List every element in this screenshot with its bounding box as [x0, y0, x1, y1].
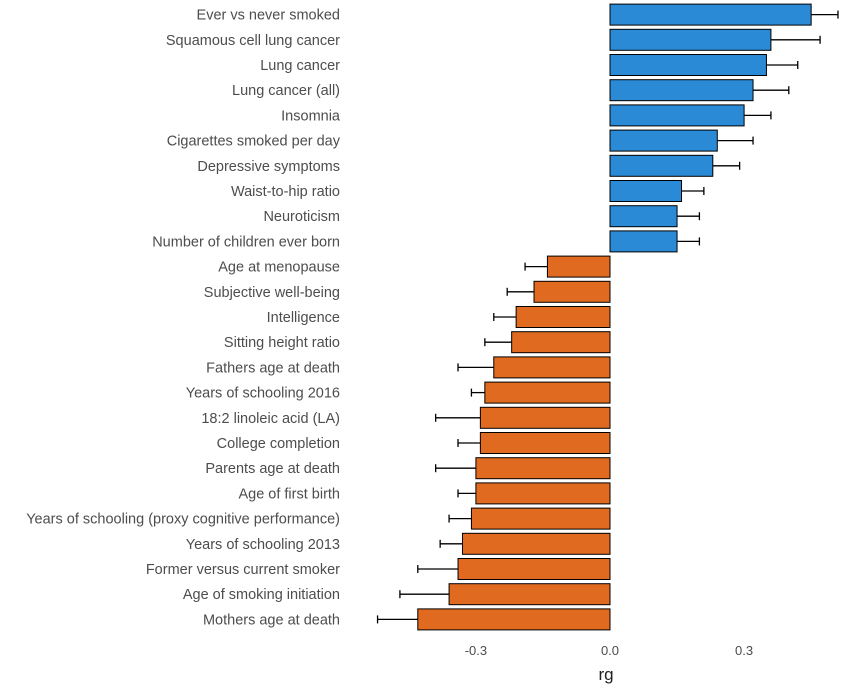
category-label-14: Fathers age at death — [206, 360, 340, 376]
bar-22 — [457, 558, 611, 580]
error-bar-15 — [470, 388, 485, 397]
error-bar-7 — [681, 187, 705, 195]
error-bar-12 — [493, 313, 517, 321]
bar-19 — [475, 482, 611, 505]
error-bar-9 — [677, 237, 701, 246]
error-bar-17 — [457, 439, 481, 447]
error-bar-16 — [435, 413, 481, 422]
error-bar-21 — [439, 539, 463, 548]
category-label-20: Years of schooling (proxy cognitive perf… — [26, 512, 340, 528]
category-label-5: Cigarettes smoked per day — [167, 134, 341, 150]
bar-21 — [461, 532, 611, 555]
bars-layer — [417, 3, 812, 631]
category-label-7: Waist-to-hip ratio — [231, 184, 340, 200]
x-axis-title: rg — [598, 665, 613, 684]
error-bar-24 — [376, 615, 418, 624]
bar-18 — [475, 457, 611, 480]
bar-14 — [493, 356, 611, 379]
error-bar-20 — [448, 514, 472, 523]
error-bar-0 — [811, 10, 839, 19]
category-label-11: Subjective well-being — [204, 285, 340, 301]
x-tick-label-2: 0.3 — [735, 643, 753, 658]
category-label-15: Years of schooling 2016 — [186, 386, 340, 402]
error-bar-10 — [524, 262, 548, 271]
bar-12 — [515, 306, 611, 328]
bar-9 — [609, 230, 678, 253]
category-label-21: Years of schooling 2013 — [186, 537, 340, 553]
error-bars-layer — [376, 10, 839, 624]
bar-4 — [609, 104, 745, 127]
error-bar-22 — [417, 565, 459, 573]
error-bar-11 — [506, 287, 535, 296]
category-label-3: Lung cancer (all) — [232, 83, 340, 99]
x-ticks-layer: -0.3 0.0 0.3 — [465, 643, 753, 658]
error-bar-14 — [457, 363, 494, 372]
error-bar-2 — [766, 61, 799, 69]
bar-15 — [484, 381, 611, 404]
bar-11 — [533, 280, 611, 303]
error-bar-5 — [717, 136, 754, 145]
category-label-8: Neuroticism — [263, 209, 340, 225]
category-label-19: Age of first birth — [238, 486, 340, 502]
bar-6 — [609, 154, 714, 177]
category-label-6: Depressive symptoms — [197, 159, 340, 175]
bar-2 — [609, 54, 767, 76]
error-bar-3 — [753, 86, 790, 95]
error-bar-19 — [457, 489, 476, 498]
bar-7 — [609, 180, 683, 202]
bar-5 — [609, 129, 718, 152]
category-label-23: Age of smoking initiation — [183, 587, 340, 603]
category-label-10: Age at menopause — [218, 260, 340, 276]
x-tick-label-1: 0.0 — [601, 643, 619, 658]
category-label-17: College completion — [217, 436, 340, 452]
error-bar-18 — [435, 464, 476, 473]
category-label-16: 18:2 linoleic acid (LA) — [201, 411, 340, 427]
category-label-2: Lung cancer — [260, 58, 340, 74]
category-label-0: Ever vs never smoked — [197, 8, 340, 24]
bar-24 — [417, 608, 611, 631]
error-bar-23 — [399, 590, 450, 599]
category-label-4: Insomnia — [281, 108, 341, 124]
bar-1 — [609, 28, 772, 51]
error-bar-13 — [484, 338, 512, 347]
bar-16 — [479, 406, 611, 429]
error-bar-8 — [677, 212, 701, 221]
bar-17 — [479, 432, 611, 454]
category-label-12: Intelligence — [267, 310, 340, 326]
bar-20 — [470, 507, 611, 530]
category-label-18: Parents age at death — [205, 461, 340, 477]
bar-10 — [546, 255, 611, 278]
bar-23 — [448, 583, 611, 606]
error-bar-6 — [712, 161, 741, 170]
error-bar-4 — [744, 111, 772, 120]
bar-3 — [609, 79, 754, 102]
bar-0 — [609, 3, 812, 26]
x-tick-label-0: -0.3 — [465, 643, 487, 658]
category-label-1: Squamous cell lung cancer — [166, 33, 340, 49]
category-label-24: Mothers age at death — [203, 612, 340, 628]
category-label-22: Former versus current smoker — [146, 562, 340, 578]
error-bar-1 — [770, 35, 821, 44]
bar-8 — [609, 205, 678, 228]
category-label-13: Sitting height ratio — [224, 335, 340, 351]
category-labels-layer: Ever vs never smoked Squamous cell lung c… — [26, 8, 341, 629]
category-label-9: Number of children ever born — [152, 234, 340, 250]
bar-13 — [511, 331, 611, 354]
